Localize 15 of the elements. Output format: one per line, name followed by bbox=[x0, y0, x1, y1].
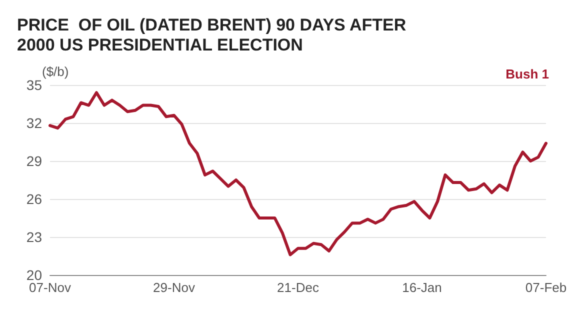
y-tick-label: 35 bbox=[26, 77, 42, 93]
y-tick-label: 32 bbox=[26, 115, 42, 131]
line-series bbox=[48, 91, 548, 256]
y-tick-label: 20 bbox=[26, 267, 42, 283]
x-tick-label: 21-Dec bbox=[277, 280, 320, 295]
x-tick-label: 29-Nov bbox=[153, 280, 196, 295]
chart-title: PRICE OF OIL (DATED BRENT) 90 DAYS AFTER 2000 US PRESIDENTIAL ELECTION bbox=[17, 16, 411, 54]
x-tick-label: 07-Feb bbox=[525, 280, 567, 295]
text: Bush 1 bbox=[506, 66, 549, 82]
y-axis-title: ($/b) bbox=[42, 64, 69, 80]
x-tick-label: 07-Nov bbox=[29, 280, 72, 295]
x-tick-label: 16-Jan bbox=[402, 280, 442, 295]
y-tick-label: 29 bbox=[26, 153, 42, 169]
y-tick-label: 26 bbox=[26, 191, 42, 207]
y-tick-label: 23 bbox=[26, 229, 42, 245]
